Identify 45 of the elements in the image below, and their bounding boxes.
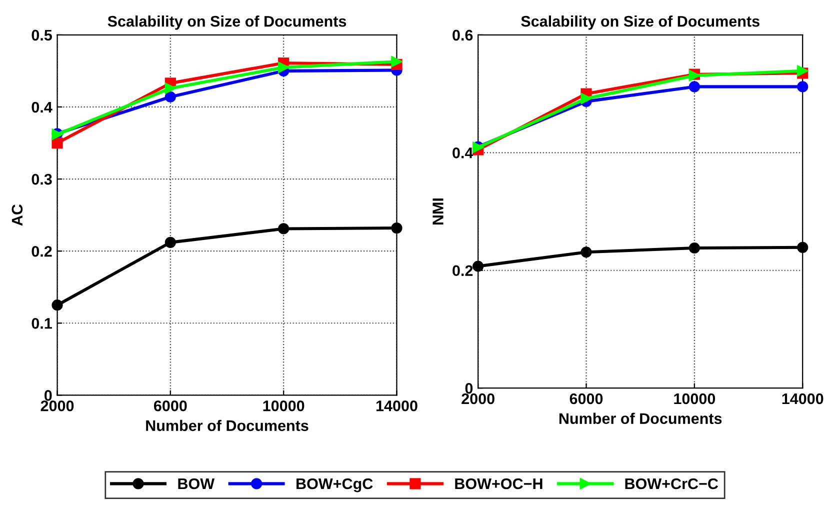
point: [688, 242, 700, 254]
point: [52, 300, 63, 311]
y-tick-label: 0.4: [32, 102, 52, 113]
point: [164, 236, 176, 248]
legend-label: BOW+CgC: [296, 478, 373, 492]
y-tick-label: 0.5: [32, 30, 52, 41]
legend-label: BOW+CrC−C: [625, 478, 718, 490]
point: [797, 65, 808, 76]
x-axis-title: Number of Documents: [146, 420, 308, 432]
legend-label: BOW+OC−H: [455, 478, 542, 490]
point: [580, 92, 592, 104]
y-tick-label: 0: [44, 390, 52, 401]
point: [278, 223, 290, 234]
y-axis-title: AC: [12, 204, 23, 226]
legend-label: BOW: [178, 478, 215, 490]
x-axis-title: Number of Documents: [559, 412, 722, 424]
point: [391, 222, 402, 234]
point: [164, 82, 176, 94]
point: [580, 246, 592, 258]
y-tick-label: 0.6: [452, 30, 473, 41]
y-tick-label: 0.2: [32, 246, 52, 257]
point: [164, 91, 176, 102]
point: [797, 242, 808, 253]
x-tick-label: 2000: [462, 393, 494, 404]
y-tick-label: 0.2: [452, 265, 473, 276]
chart-title: Scalability on Size of Documents: [521, 16, 760, 30]
x-tick-label: 10000: [674, 393, 716, 404]
x-tick-label: 6000: [570, 393, 603, 404]
x-tick-label: 14000: [782, 393, 824, 404]
x-tick-label: 2000: [40, 400, 74, 412]
point: [391, 56, 402, 68]
point: [797, 81, 808, 92]
y-tick-label: 0.3: [32, 174, 52, 185]
y-axis-title: NMI: [432, 198, 444, 224]
x-tick-label: 6000: [154, 400, 187, 412]
point: [688, 81, 700, 92]
point: [278, 62, 290, 73]
y-tick-label: 0.4: [452, 148, 474, 158]
point: [52, 137, 63, 149]
x-tick-label: 10000: [263, 400, 304, 412]
y-tick-label: 0.1: [32, 318, 52, 329]
point: [472, 260, 484, 272]
chart-title: Scalability on Size of Documents: [108, 16, 346, 30]
y-tick-label: 0: [465, 382, 473, 394]
x-tick-label: 14000: [376, 400, 418, 412]
